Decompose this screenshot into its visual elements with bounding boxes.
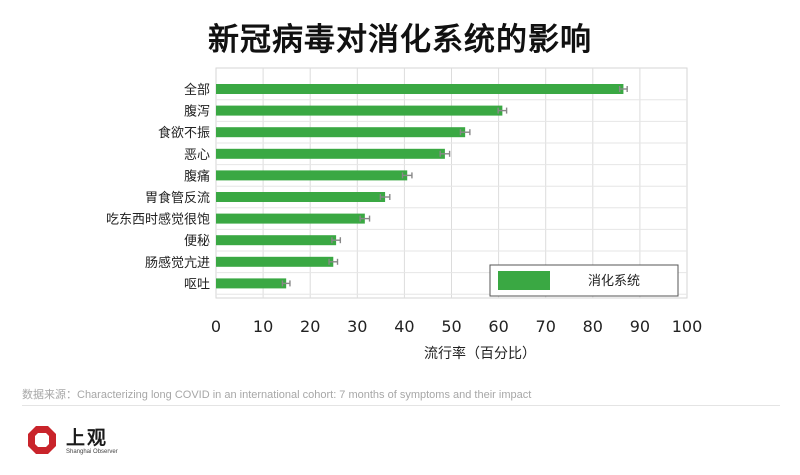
category-label: 呕吐 bbox=[184, 277, 210, 292]
legend-label: 消化系统 bbox=[588, 274, 640, 289]
x-axis-label: 流行率（百分比） bbox=[424, 345, 536, 362]
x-tick-labels: 0 10 20 30 40 50 60 70 80 90 100 bbox=[211, 317, 702, 336]
brand-subtitle: Shanghai Observer bbox=[66, 449, 118, 455]
category-label: 吃东西时感觉很饱 bbox=[106, 212, 210, 228]
bar bbox=[216, 105, 503, 116]
category-label: 食欲不振 bbox=[158, 125, 210, 141]
bar bbox=[216, 256, 334, 267]
category-label: 肠感觉亢进 bbox=[145, 255, 210, 271]
legend: 消化系统 bbox=[489, 264, 679, 297]
category-label: 胃食管反流 bbox=[145, 190, 210, 206]
x-tick-label: 0 bbox=[211, 317, 221, 336]
octagon-logo-icon bbox=[28, 426, 56, 454]
bar bbox=[216, 84, 624, 94]
x-tick-label: 40 bbox=[394, 317, 414, 336]
x-tick-label: 30 bbox=[347, 317, 367, 336]
bar bbox=[216, 192, 386, 202]
bar bbox=[216, 235, 337, 246]
x-tick-label: 50 bbox=[441, 317, 461, 336]
category-label: 便秘 bbox=[184, 234, 210, 249]
bar bbox=[216, 127, 466, 138]
bar bbox=[216, 278, 287, 289]
x-tick-label: 10 bbox=[253, 317, 273, 336]
category-label: 腹痛 bbox=[184, 168, 210, 184]
x-tick-label: 100 bbox=[672, 317, 703, 336]
legend-swatch bbox=[498, 271, 550, 290]
bar bbox=[216, 213, 365, 224]
category-label: 全部 bbox=[184, 82, 210, 98]
x-tick-label: 90 bbox=[630, 317, 650, 336]
source-note: 数据来源：Characterizing long COVID in an int… bbox=[22, 389, 532, 401]
brand-name: 上观 bbox=[66, 427, 109, 449]
bar bbox=[216, 148, 445, 159]
x-tick-label: 20 bbox=[300, 317, 320, 336]
category-label: 腹泻 bbox=[184, 104, 210, 120]
bar bbox=[216, 170, 408, 181]
category-label: 恶心 bbox=[184, 148, 210, 163]
x-tick-label: 60 bbox=[488, 317, 508, 336]
x-tick-label: 70 bbox=[536, 317, 556, 336]
chart-title: 新冠病毒对消化系统的影响 bbox=[208, 22, 592, 58]
bars bbox=[216, 84, 628, 289]
x-tick-label: 80 bbox=[583, 317, 603, 336]
divider bbox=[22, 405, 780, 406]
